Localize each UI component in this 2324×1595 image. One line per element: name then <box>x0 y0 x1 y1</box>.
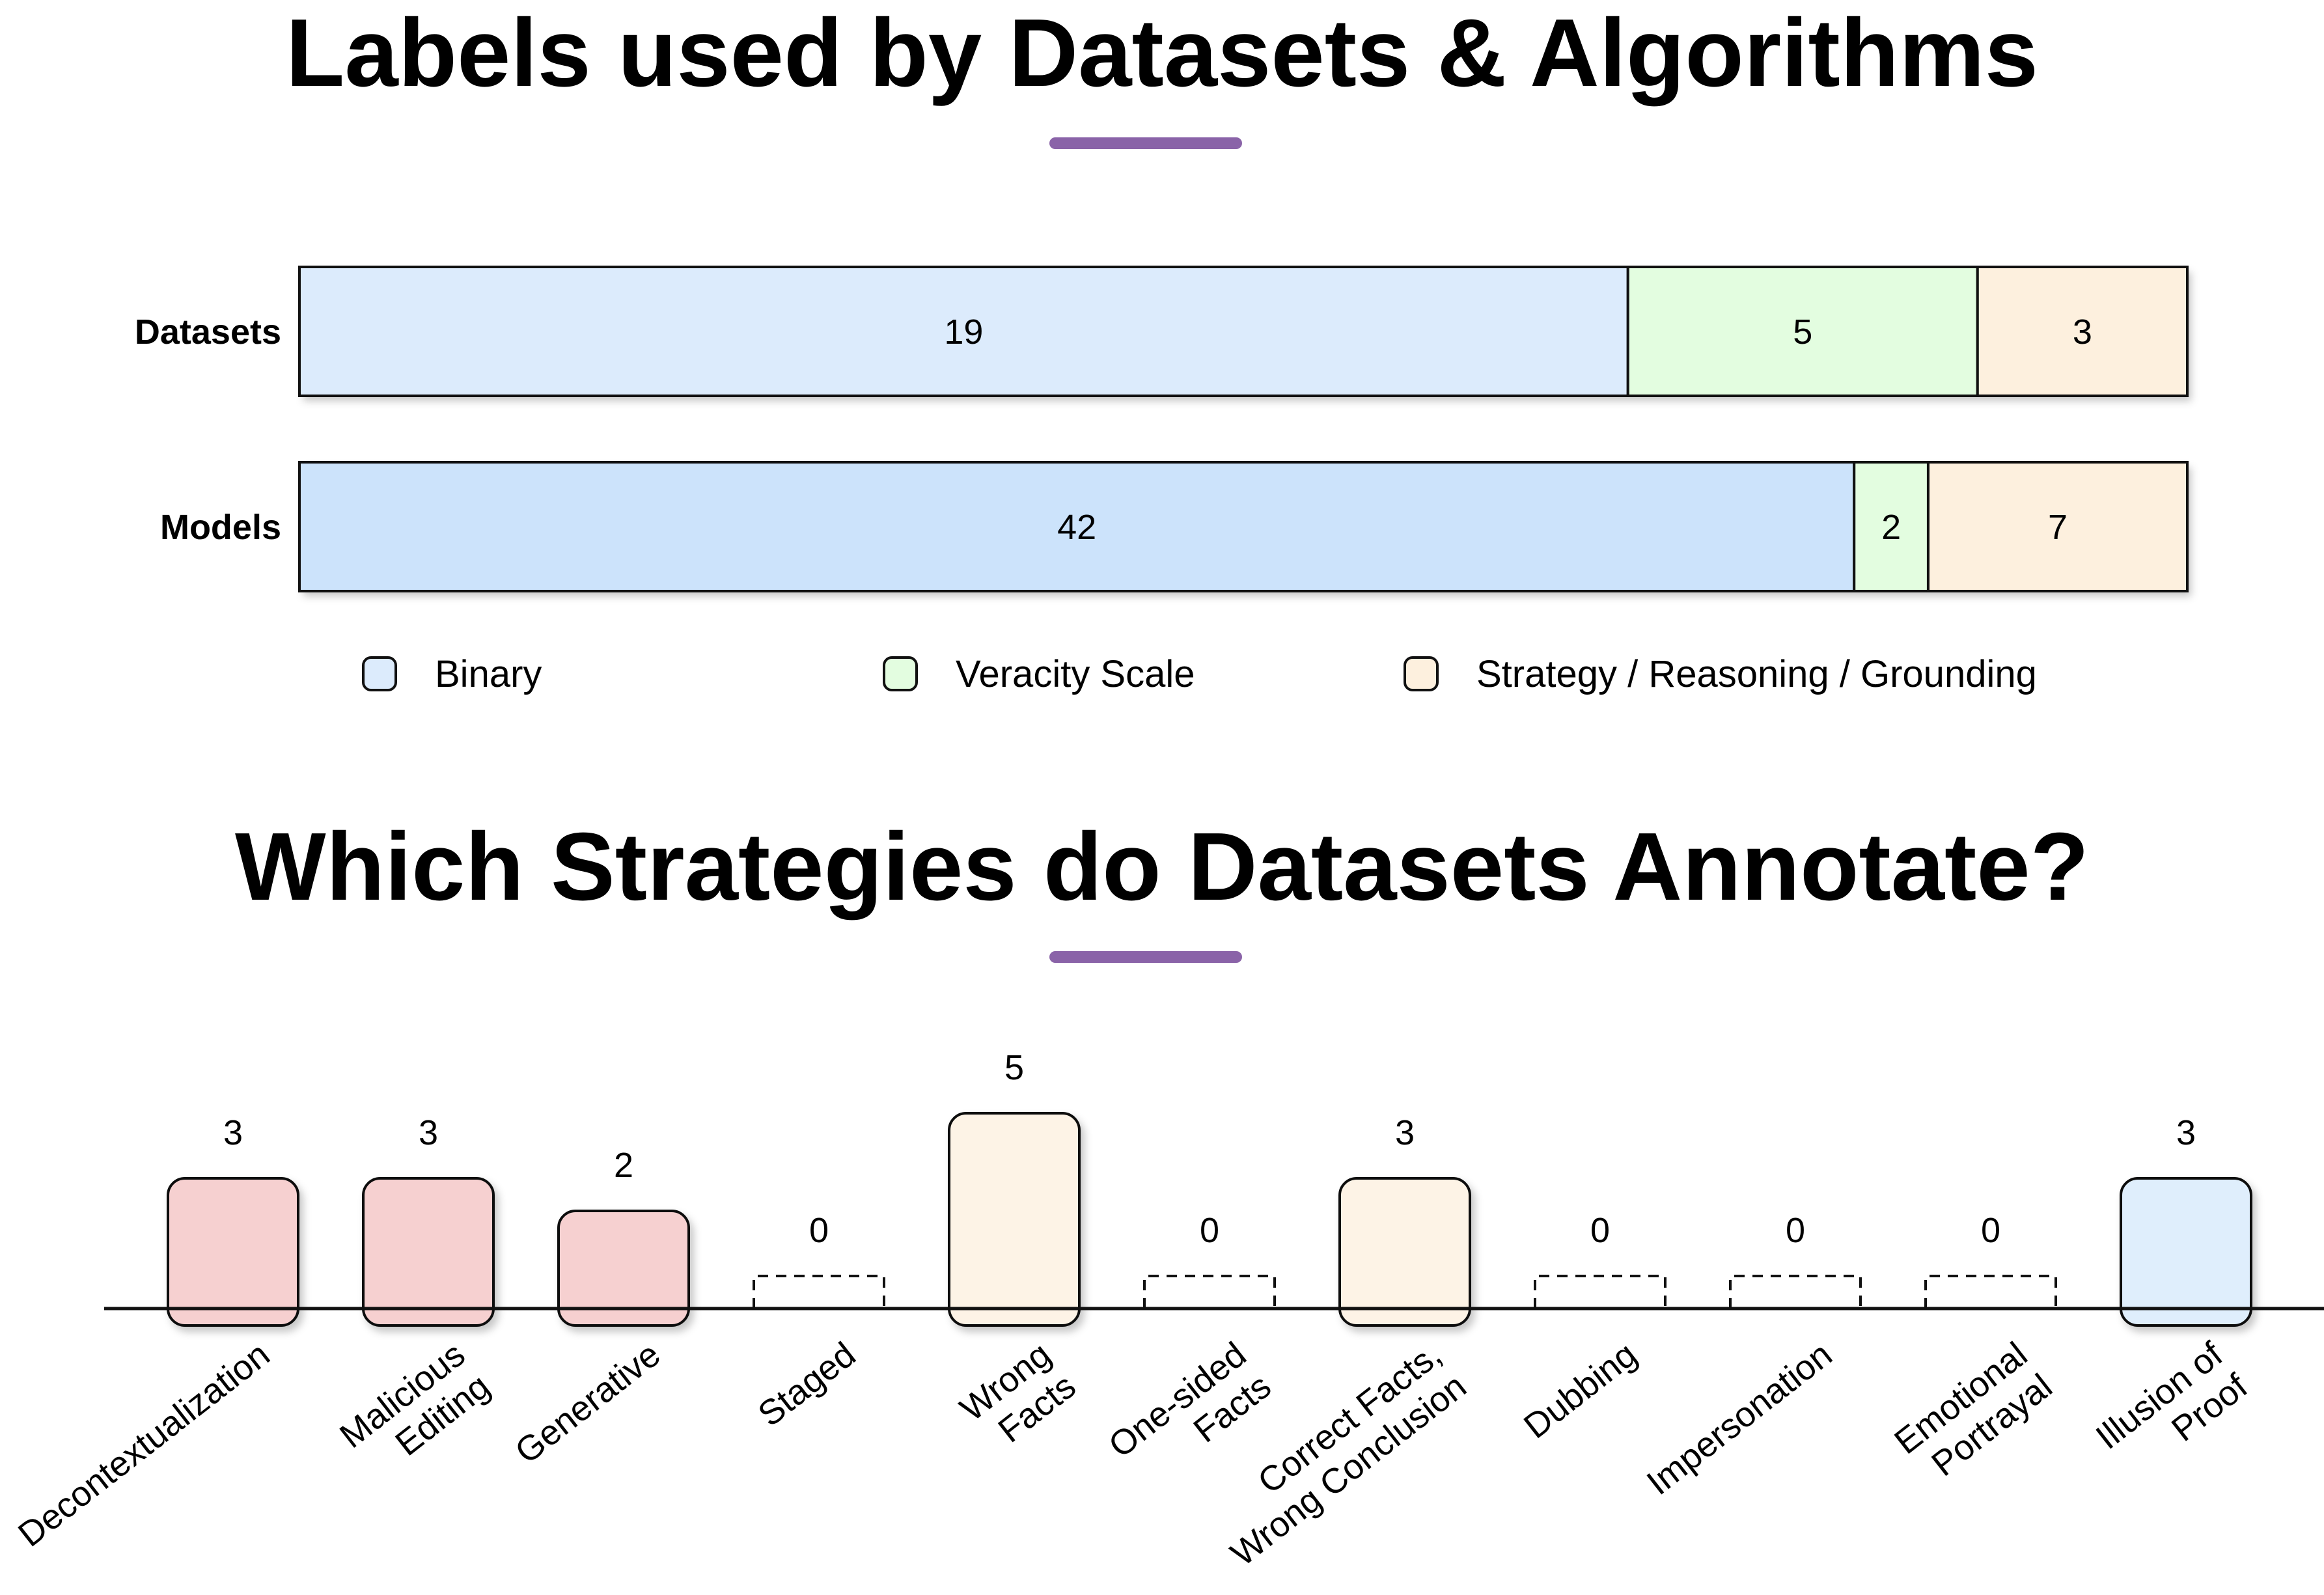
bar-segment-strategy-reasoning-grounding <box>1976 266 2189 397</box>
data-label: 0 <box>809 1211 829 1250</box>
bar <box>362 1177 495 1327</box>
legend-label: Strategy / Reasoning / Grounding <box>1476 653 2037 695</box>
data-label: 3 <box>223 1113 243 1152</box>
empty-bar <box>1534 1275 1667 1309</box>
category-label: Staged <box>751 1335 863 1434</box>
bar <box>167 1177 299 1327</box>
row-label-datasets: Datasets <box>135 312 281 352</box>
title-underline <box>1049 951 1242 963</box>
category-label: Decontextualization <box>11 1335 277 1554</box>
bar <box>2120 1177 2252 1327</box>
title-underline <box>1049 137 1242 149</box>
empty-bar <box>1143 1275 1276 1309</box>
empty-bar <box>753 1275 885 1309</box>
data-label: 7 <box>2048 508 2068 547</box>
data-label: 0 <box>1981 1211 2000 1250</box>
stacked-bar-chart: Datasets 19 5 3 Models 42 2 7 Binary Veracity Sca… <box>135 266 2189 695</box>
category-label: Illusion ofProof <box>2089 1335 2256 1489</box>
chart-title-labels: Labels used by Datasets & Algorithms <box>285 0 2039 107</box>
empty-bar <box>1729 1275 1862 1309</box>
data-label: 2 <box>614 1146 633 1185</box>
bar-segment-veracity-scale <box>1853 461 1930 592</box>
legend-swatch <box>362 656 397 691</box>
data-label: 0 <box>1590 1211 1610 1250</box>
chart-title-strategies: Which Strategies do Datasets Annotate? <box>234 813 2090 921</box>
row-label-models: Models <box>160 508 281 547</box>
bar <box>1338 1177 1471 1327</box>
data-label: 0 <box>1200 1211 1219 1250</box>
data-label: 42 <box>1057 508 1096 547</box>
empty-bar <box>1924 1275 2057 1309</box>
data-label: 0 <box>1786 1211 1805 1250</box>
data-label: 3 <box>2176 1113 2196 1152</box>
bar-segment-veracity-scale <box>1626 266 1979 397</box>
bar <box>557 1210 690 1327</box>
bar-segment-binary <box>298 266 1629 397</box>
data-label: 3 <box>1395 1113 1415 1152</box>
data-label: 5 <box>1793 312 1812 352</box>
category-label: Impersonation <box>1640 1335 1840 1503</box>
bar-segment-strategy-reasoning-grounding <box>1926 461 2189 592</box>
category-label: EmotionalPortrayal <box>1887 1335 2059 1493</box>
category-label: Generative <box>508 1335 667 1471</box>
legend-label: Veracity Scale <box>956 653 1195 695</box>
bar <box>948 1112 1081 1327</box>
legend-swatch <box>883 656 918 691</box>
category-label: MaliciousEditing <box>333 1335 497 1488</box>
category-label: WrongFacts <box>953 1335 1083 1460</box>
data-label: 2 <box>1881 508 1901 547</box>
category-label: Dubbing <box>1517 1335 1644 1446</box>
data-label: 5 <box>1004 1048 1024 1087</box>
legend-swatch <box>1404 656 1439 691</box>
data-label: 3 <box>419 1113 438 1152</box>
data-label: 3 <box>2073 312 2092 352</box>
legend-label: Binary <box>435 653 542 695</box>
data-label: 19 <box>944 312 983 352</box>
